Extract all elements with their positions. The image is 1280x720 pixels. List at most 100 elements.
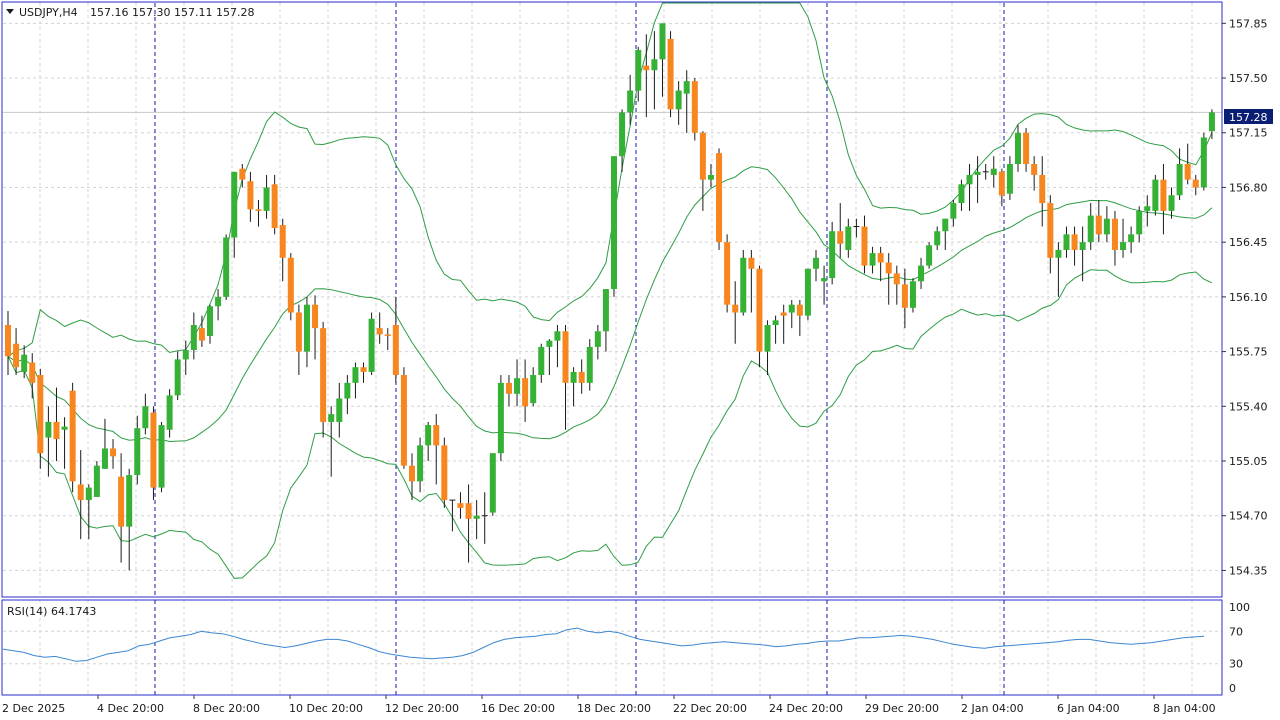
candle: [1120, 218, 1127, 258]
candle-body: [497, 382, 504, 454]
candle: [780, 304, 787, 344]
price-tick-label: 156.10: [1229, 291, 1268, 304]
candlestick-series[interactable]: [5, 23, 1215, 571]
candle: [602, 289, 609, 352]
candle: [821, 265, 828, 305]
candle-body: [699, 132, 706, 180]
candle: [190, 312, 197, 360]
collapse-triangle-icon[interactable]: [6, 9, 14, 14]
rsi-tick-label: 70: [1229, 625, 1243, 638]
candle: [1015, 124, 1021, 172]
candle: [990, 156, 997, 188]
candle: [320, 321, 327, 438]
candle-body: [804, 268, 811, 316]
time-tick-label: 22 Dec 20:00: [673, 702, 747, 715]
candle: [150, 406, 157, 501]
candle-body: [780, 312, 787, 316]
candle-body: [1176, 164, 1183, 196]
candle-body: [400, 375, 407, 466]
candle-body: [37, 375, 44, 454]
candle: [61, 417, 68, 469]
candle-body: [287, 257, 294, 313]
candle-body: [150, 412, 157, 488]
candle-body: [691, 81, 698, 133]
candle-body: [635, 49, 642, 91]
candle-body: [1031, 164, 1038, 175]
candle: [748, 249, 755, 313]
candle: [1208, 109, 1215, 139]
candle-body: [271, 184, 278, 229]
candle-body: [869, 253, 876, 266]
candle: [5, 310, 11, 376]
candle-body: [360, 367, 367, 372]
candle-body: [748, 257, 755, 269]
candle-body: [1055, 249, 1062, 258]
candle-body: [93, 465, 100, 497]
candle: [869, 246, 876, 274]
candle-body: [813, 257, 819, 269]
candle-body: [1079, 242, 1086, 250]
candle: [126, 468, 133, 571]
candle-body: [1128, 234, 1135, 243]
candle: [651, 31, 658, 110]
candle-body: [796, 304, 803, 316]
candle-body: [966, 174, 973, 185]
candle-body: [457, 503, 464, 508]
candle-body: [918, 265, 925, 282]
time-tick-label: 8 Dec 20:00: [193, 702, 260, 715]
candle-body: [1047, 203, 1054, 258]
candle-body: [77, 484, 84, 501]
rsi-tick-label: 100: [1229, 601, 1250, 614]
grid-layer: [3, 3, 1222, 695]
candle: [538, 343, 545, 383]
candle: [344, 375, 351, 415]
candle-body: [1160, 179, 1167, 211]
candle: [926, 242, 933, 269]
candle: [207, 304, 213, 344]
candle: [966, 164, 973, 211]
candle-body: [578, 371, 585, 383]
candle: [77, 450, 84, 540]
candle: [489, 453, 496, 516]
candle-body: [707, 174, 714, 180]
candle: [53, 387, 60, 462]
candle-body: [215, 296, 222, 307]
candle: [21, 345, 28, 379]
candle: [901, 268, 908, 329]
price-panel-frame: [1, 1, 1223, 598]
candle-body: [247, 181, 254, 210]
candle-body: [611, 156, 617, 290]
candle-body: [441, 445, 448, 501]
candle-body: [724, 242, 731, 305]
candle-body: [69, 390, 76, 482]
candle-body: [627, 90, 634, 113]
candle-body: [1015, 132, 1021, 165]
candle: [942, 218, 949, 250]
candle-body: [21, 354, 28, 372]
candle-body: [845, 226, 852, 250]
rsi-tick-label: 0: [1229, 682, 1236, 695]
candle: [982, 164, 989, 180]
candle-body: [134, 428, 141, 476]
candle: [497, 375, 504, 462]
candle-body: [1095, 215, 1102, 235]
candle-body: [829, 231, 836, 279]
symbol-header[interactable]: USDJPY,H4 157.16 157.30 157.11 157.28: [6, 6, 254, 19]
candle: [950, 199, 957, 227]
candle: [1055, 242, 1062, 297]
candle: [659, 23, 666, 97]
candle-body: [142, 406, 149, 429]
candle-body: [651, 59, 658, 71]
candle-body: [207, 306, 213, 336]
candle-body: [1208, 112, 1215, 132]
candle: [861, 215, 868, 274]
bollinger-bands: [7, 2, 1213, 579]
candle-body: [174, 359, 181, 396]
symbol-label: USDJPY,H4: [19, 6, 78, 19]
candle-body: [901, 284, 908, 308]
candle: [328, 406, 335, 477]
candle: [788, 300, 795, 329]
candle: [134, 415, 141, 485]
candle-body: [255, 209, 262, 211]
